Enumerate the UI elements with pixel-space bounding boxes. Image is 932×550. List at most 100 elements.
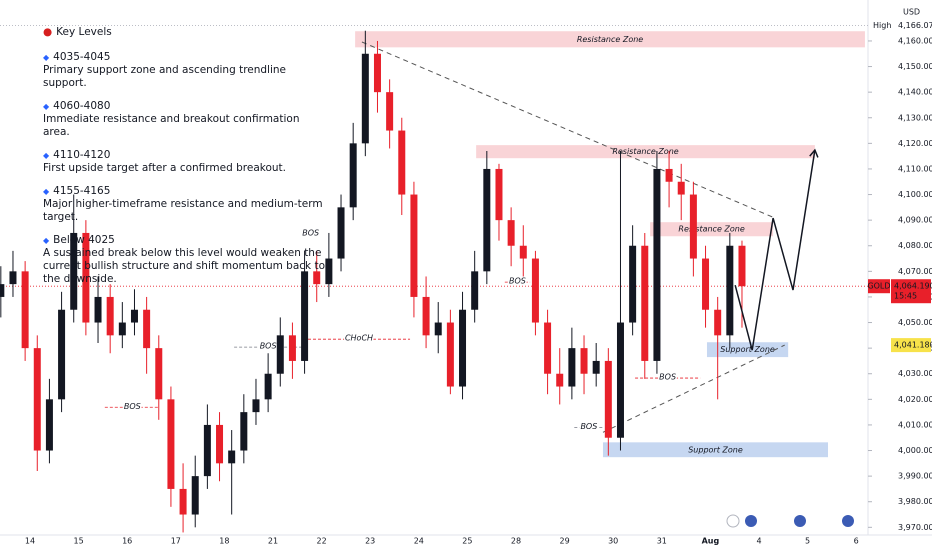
candle-body [21, 271, 29, 349]
candle-body [0, 284, 5, 297]
level-label: BOS [260, 342, 277, 351]
x-tick-label: 21 [268, 537, 278, 546]
candle-body [459, 309, 467, 387]
x-tick-label: 28 [511, 537, 521, 546]
y-tick-label: 4,110.000 [898, 164, 932, 173]
projection-path [734, 149, 816, 351]
note-level: ◆ 4035-4045 [43, 51, 111, 63]
trendline [602, 344, 785, 433]
note-text: First upside target after a confirmed br… [43, 162, 286, 174]
candle-body [471, 271, 479, 310]
candle-body [483, 168, 491, 272]
y-tick-label: 4,010.000 [898, 420, 932, 429]
marker-label: 4,041.180 [894, 341, 932, 350]
candle-body [82, 232, 90, 323]
candle-body [738, 245, 746, 287]
x-tick-label: 5 [805, 537, 810, 546]
candle-body [228, 450, 236, 464]
candle-body [9, 271, 17, 285]
x-tick-label: 25 [462, 537, 472, 546]
note-item: ◆ 4155-4165 Major higher-timeframe resista… [43, 185, 328, 224]
candle-body [313, 271, 321, 285]
candle-body [629, 245, 637, 323]
x-tick-label: 24 [414, 537, 424, 546]
candle-body [592, 360, 600, 374]
candle-body [45, 399, 53, 451]
candle-body [641, 245, 649, 361]
candle-body [130, 309, 138, 323]
y-tick-label: 3,970.000 [898, 523, 932, 532]
candle-body [373, 53, 381, 93]
candle-body [580, 348, 588, 374]
candle-body [556, 373, 564, 387]
candle-body [616, 322, 624, 438]
note-title: ● Key Levels [43, 26, 112, 38]
candle-body [118, 322, 126, 336]
note-level: ◆ Below 4025 [43, 234, 115, 246]
note-text: A sustained break below this level would… [43, 247, 326, 285]
x-tick-label: Aug [702, 537, 720, 546]
zone [476, 145, 815, 159]
x-tick-label: 22 [316, 537, 326, 546]
candle-body [714, 309, 722, 336]
zone-label: Resistance Zone [612, 147, 678, 156]
high-label: 4,166.070 [898, 21, 932, 30]
y-tick-label: 4,080.000 [898, 241, 932, 250]
candle-body [288, 335, 296, 361]
x-tick-label: 14 [25, 537, 35, 546]
candle-body [386, 92, 394, 131]
y-tick-label: 3,990.000 [898, 472, 932, 481]
candle-body [519, 245, 527, 259]
candle-body [410, 194, 418, 297]
note-text: Major higher-timeframe resistance and me… [43, 198, 323, 223]
candle-body [301, 271, 309, 361]
note-item: ◆ 4035-4045 Primary support zone and ascen… [43, 51, 328, 90]
candle-body [216, 424, 224, 464]
note-item: ◆ 4060-4080 Immediate resistance and break… [43, 100, 328, 139]
candle-body [507, 220, 515, 246]
x-tick-label: 15 [73, 537, 83, 546]
y-tick-label: 4,020.000 [898, 395, 932, 404]
price-label: 4,064.190 [894, 282, 932, 291]
note-item: ◆ 4110-4120 First upside target after a co… [43, 149, 328, 175]
zone-label: Support Zone [720, 345, 775, 354]
candle-body [702, 258, 710, 310]
level-label: BOS [302, 229, 319, 238]
level-text: 4035-4045 [53, 51, 111, 63]
x-tick-label: 18 [219, 537, 229, 546]
y-tick-label: 3,980.000 [898, 497, 932, 506]
candle-body [531, 258, 539, 323]
event-icons [726, 514, 854, 528]
note-level: ◆ 4110-4120 [43, 149, 111, 161]
note-item: ◆ Below 4025 A sustained break below this … [43, 234, 328, 286]
level-text: 4060-4080 [53, 100, 111, 112]
candle-body [337, 207, 345, 259]
candle-body [665, 168, 673, 182]
candle-body [568, 348, 576, 387]
candle-body [179, 488, 187, 515]
candle-body [325, 258, 333, 285]
candle-body [349, 143, 357, 208]
x-tick-label: 17 [171, 537, 181, 546]
y-tick-label: 4,050.000 [898, 318, 932, 327]
y-tick-label: 4,090.000 [898, 216, 932, 225]
candle-body [689, 194, 697, 259]
candle-body [495, 168, 503, 221]
candle-body [398, 130, 406, 195]
zone [602, 442, 829, 458]
y-tick-label: 4,100.000 [898, 190, 932, 199]
price-tag [891, 279, 931, 304]
symbol-tag [868, 279, 890, 294]
zone-label: Resistance Zone [678, 225, 744, 234]
x-tick-label: 30 [608, 537, 618, 546]
candle-body [361, 53, 369, 144]
level-label: BOS [509, 277, 526, 286]
candle-body [726, 245, 734, 336]
candle-body [264, 373, 272, 400]
candle-body [677, 181, 685, 195]
currency: USD [903, 8, 920, 17]
candle-body [276, 335, 284, 374]
x-tick-label: 6 [854, 537, 859, 546]
